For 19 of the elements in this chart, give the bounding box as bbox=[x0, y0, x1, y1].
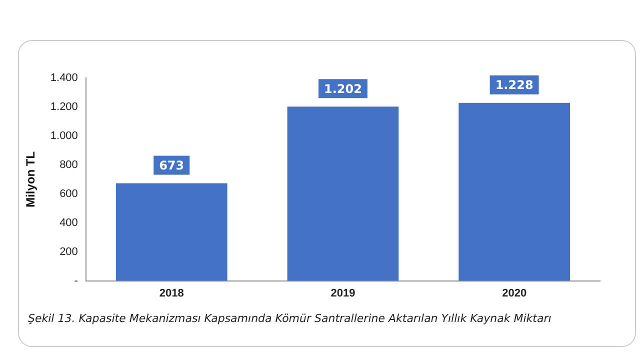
y-tick-label: 600 bbox=[60, 188, 78, 200]
bar bbox=[116, 183, 228, 281]
data-label: 1.202 bbox=[324, 82, 362, 96]
x-tick-label: 2018 bbox=[159, 287, 184, 300]
y-tick-label: 400 bbox=[60, 216, 78, 229]
y-tick-label: 1.400 bbox=[50, 72, 78, 84]
x-tick-label: 2019 bbox=[330, 287, 356, 300]
x-tick-label: 2020 bbox=[502, 287, 527, 300]
bar bbox=[458, 102, 570, 281]
data-label: 1.228 bbox=[495, 78, 534, 92]
data-label: 673 bbox=[159, 158, 184, 172]
y-tick-label: 1.200 bbox=[50, 101, 78, 114]
y-axis-title: Milyon TL bbox=[24, 151, 38, 208]
text: Şekil 13. Kapasite Mekanizması Kapsamında Kömür Santrallerine Aktarılan Yıllık Kaynak Miktarı bbox=[28, 312, 552, 325]
y-tick-label: 200 bbox=[60, 246, 78, 258]
y-tick-label: 1.000 bbox=[50, 130, 78, 142]
y-tick-label: - bbox=[74, 274, 78, 287]
bar bbox=[287, 106, 399, 281]
y-tick-label: 800 bbox=[60, 158, 78, 171]
